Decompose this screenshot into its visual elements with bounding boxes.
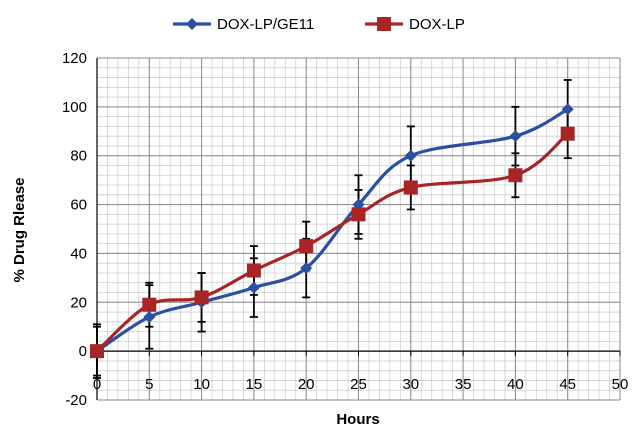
dox-lp-point xyxy=(299,239,314,254)
x-tick-label: 20 xyxy=(298,376,315,393)
x-tick-label: 50 xyxy=(612,376,629,393)
legend-label-dox-lp: DOX-LP xyxy=(409,16,465,33)
legend-marker-dox-lp-ge11 xyxy=(186,18,198,30)
x-tick-label: 0 xyxy=(93,376,101,393)
dox-lp-ge11-point xyxy=(509,130,522,143)
dox-lp-point xyxy=(351,207,366,222)
y-tick-label: -20 xyxy=(65,392,87,409)
dox-lp-point xyxy=(403,180,418,195)
dox-lp-point xyxy=(142,297,157,312)
y-tick-label: 40 xyxy=(70,245,87,262)
dox-lp-ge11-point xyxy=(404,149,417,162)
dox-lp-ge11-point xyxy=(561,103,574,116)
y-tick-label: 0 xyxy=(79,343,87,360)
y-tick-label: 20 xyxy=(70,294,87,311)
x-tick-label: 25 xyxy=(350,376,367,393)
x-tick-label: 40 xyxy=(507,376,524,393)
dox-lp-line xyxy=(95,132,569,353)
y-tick-label: 100 xyxy=(62,99,87,116)
y-tick-label: 120 xyxy=(62,50,87,67)
series-markers xyxy=(90,103,575,359)
dox-lp-ge11-point xyxy=(143,310,156,323)
y-axis-title: % Drug Rlease xyxy=(11,177,28,282)
legend-marker-dox-lp xyxy=(377,17,391,31)
x-tick-label: 30 xyxy=(402,376,419,393)
x-tick-label: 45 xyxy=(559,376,576,393)
dox-lp-point xyxy=(90,344,104,359)
dox-lp-point xyxy=(246,263,261,278)
dox-lp-point xyxy=(194,290,209,305)
dox-lp-ge11-point xyxy=(247,281,260,294)
dox-lp-point xyxy=(560,126,575,141)
x-tick-label: 35 xyxy=(455,376,472,393)
x-axis-title: Hours xyxy=(336,411,379,427)
dox-lp-ge11-line xyxy=(96,107,569,353)
x-tick-label: 5 xyxy=(145,376,153,393)
x-tick-label: 10 xyxy=(193,376,210,393)
y-tick-label: 60 xyxy=(70,197,87,214)
legend-label-dox-lp-ge11: DOX-LP/GE11 xyxy=(217,16,314,33)
legend: DOX-LP/GE11 DOX-LP xyxy=(173,16,465,33)
x-tick-label: 15 xyxy=(246,376,263,393)
dox-lp-ge11-point xyxy=(300,262,313,275)
dox-lp-point xyxy=(508,168,523,183)
y-tick-label: 80 xyxy=(70,148,87,165)
tick-labels: -20 0 20 40 60 80 100 120 0 5 10 15 20 25 30 35 40 45 50 xyxy=(62,50,628,409)
